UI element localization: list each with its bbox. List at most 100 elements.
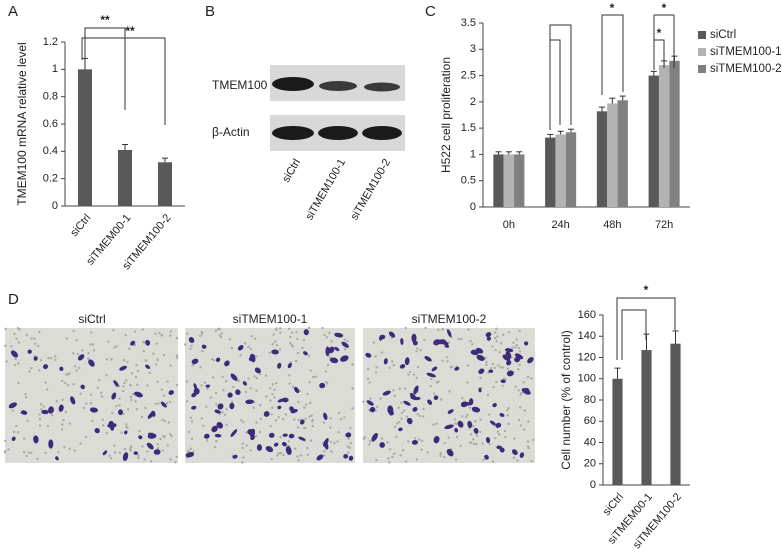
cell [211, 425, 218, 433]
pore [25, 396, 28, 399]
pore [311, 424, 314, 428]
pore [281, 418, 285, 421]
pore [439, 454, 442, 458]
pore [154, 332, 157, 336]
pore [362, 400, 365, 403]
pore [271, 406, 274, 410]
pore [98, 379, 101, 382]
pore [507, 422, 510, 426]
pore [123, 381, 126, 385]
pore [230, 346, 234, 350]
cell [277, 362, 282, 369]
pore [479, 376, 482, 380]
pore [25, 333, 28, 337]
cell [457, 420, 464, 428]
y-tick-label: 3.5 [461, 17, 476, 29]
pore [17, 341, 21, 344]
pore [469, 433, 473, 436]
bracket [549, 39, 561, 130]
pore [215, 439, 218, 443]
x-tick-label: 48h [603, 219, 621, 231]
pore [185, 380, 189, 383]
pore [17, 362, 20, 365]
y-tick-label: 2 [470, 96, 476, 108]
blot-band [362, 126, 402, 140]
pore [273, 340, 277, 343]
pore [514, 385, 517, 388]
pore [255, 389, 258, 392]
pore [526, 440, 530, 443]
pore [169, 433, 172, 436]
pore [166, 380, 169, 383]
pore [457, 337, 460, 341]
pore [338, 411, 341, 415]
cell [217, 403, 224, 410]
cell [323, 412, 328, 421]
pore [308, 415, 311, 418]
pore [60, 379, 64, 383]
cell [505, 351, 512, 360]
pore [133, 344, 137, 347]
pore [398, 420, 401, 424]
pore [459, 444, 462, 448]
cell [504, 348, 514, 353]
pore [305, 403, 308, 406]
pore [13, 363, 17, 367]
cell [134, 391, 143, 398]
pore [214, 391, 218, 395]
pore [329, 417, 332, 420]
pore [329, 440, 333, 443]
y-tick-label: 2.5 [461, 69, 476, 81]
pore [343, 338, 347, 341]
cell [411, 440, 419, 445]
y-axis-label: TMEM100 mRNA relative level [15, 42, 29, 205]
pore [156, 447, 160, 450]
pore [190, 344, 193, 348]
pore [174, 461, 177, 464]
pore [255, 421, 258, 424]
pore [161, 449, 164, 452]
y-axis-label: Cell number (% of control) [559, 330, 573, 469]
x-tick-label: 0h [503, 219, 515, 231]
pore [530, 377, 533, 380]
pore [328, 356, 332, 359]
pore [112, 328, 115, 332]
y-tick-label: 60 [584, 415, 596, 427]
pore [518, 406, 522, 409]
cell [109, 425, 115, 431]
bar [617, 100, 628, 207]
cell [478, 387, 482, 393]
cell [424, 356, 432, 362]
x-tick-label: siCtrl [601, 491, 626, 518]
cell [519, 452, 525, 458]
pore [275, 381, 278, 385]
pore [279, 451, 283, 455]
pore [152, 352, 155, 355]
pore [223, 413, 227, 416]
pore [499, 366, 502, 369]
pore [203, 381, 207, 384]
pore [200, 330, 204, 334]
pore [414, 437, 417, 440]
pore [67, 373, 70, 376]
pore [65, 373, 68, 376]
pore [502, 377, 506, 380]
cell [365, 352, 372, 358]
cell [433, 339, 441, 346]
pore [496, 335, 499, 338]
pore [422, 407, 425, 411]
legend-label: siCtrl [710, 29, 736, 41]
pore [156, 380, 159, 383]
pore [506, 409, 509, 412]
pore [289, 342, 292, 345]
pore [49, 356, 53, 360]
pore [306, 453, 310, 456]
pore [527, 420, 530, 423]
cell [287, 362, 292, 369]
pore [503, 429, 507, 433]
pore [60, 428, 64, 431]
pore [17, 381, 20, 385]
pore [129, 449, 132, 452]
pore [474, 420, 477, 423]
cell [268, 432, 275, 438]
